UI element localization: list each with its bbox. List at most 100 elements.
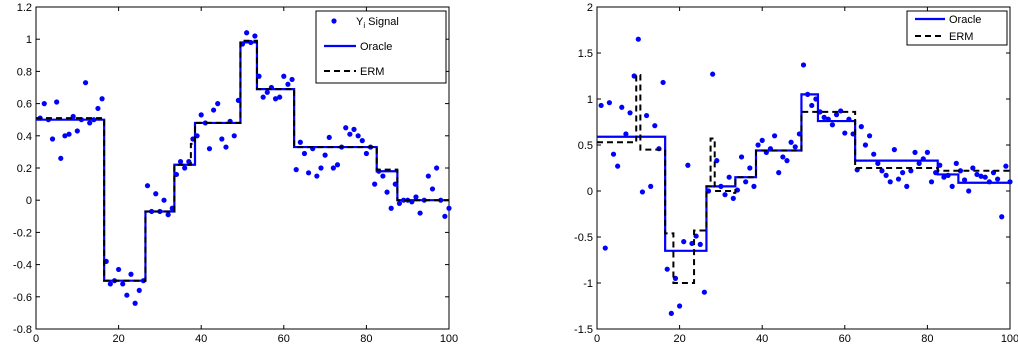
y-tick-label: -0.2 (13, 227, 32, 239)
data-point (136, 287, 142, 293)
y-tick-label: -0.8 (13, 324, 32, 336)
data-point (660, 79, 666, 86)
data-point (66, 131, 72, 137)
data-point (351, 126, 357, 132)
data-point (879, 168, 885, 174)
data-point (210, 107, 217, 113)
data-point (710, 71, 716, 77)
data-point (685, 162, 691, 168)
legend: Oracle ERM (906, 10, 1008, 46)
data-point (206, 146, 213, 152)
chart-panel-2: 0 20 40 60 80 100 -1.5 -1 -0.5 0 0.5 1 1.5 2 Oracle ERM (574, 2, 1018, 345)
data-point (792, 144, 798, 150)
data-point (866, 133, 873, 139)
data-point (446, 205, 452, 211)
y-tick-label: 1.5 (578, 48, 593, 60)
data-point (904, 183, 910, 189)
data-point (961, 177, 968, 183)
x-tick-label: 80 (360, 333, 372, 345)
data-point (252, 33, 258, 39)
data-point (681, 239, 687, 245)
data-point (738, 154, 745, 160)
data-point (912, 149, 918, 155)
data-point (95, 105, 101, 112)
x-tick-label: 0 (594, 333, 600, 345)
data-point (677, 303, 683, 309)
data-point (966, 188, 972, 194)
data-point (610, 151, 617, 157)
data-point (425, 173, 431, 179)
data-point (941, 174, 947, 180)
data-point (223, 144, 229, 150)
data-point (949, 183, 955, 189)
data-point (809, 102, 815, 109)
y-tick-label: 1 (26, 34, 32, 46)
data-point (343, 125, 349, 131)
data-point (999, 214, 1005, 220)
data-point (928, 179, 935, 185)
y-tick-label: 0 (587, 186, 593, 198)
y-tick-label: -0.4 (13, 260, 32, 272)
data-point (953, 160, 959, 166)
data-point (396, 200, 403, 207)
data-point (602, 245, 608, 251)
data-point (87, 120, 93, 126)
x-tick-label: 60 (839, 333, 851, 345)
y-tick-label: 0.5 (578, 140, 593, 152)
y-tick-label: 1 (587, 94, 593, 106)
data-point (326, 134, 332, 141)
data-point (198, 112, 204, 118)
data-point (132, 300, 138, 306)
data-point (322, 152, 328, 158)
data-point (970, 165, 976, 171)
data-point (120, 281, 126, 287)
data-point (277, 94, 283, 100)
x-tick-label: 20 (673, 333, 685, 345)
y-tick-label: 0 (26, 195, 32, 207)
data-point (891, 147, 897, 153)
y-tick-label: 0.4 (17, 131, 32, 143)
data-point (730, 195, 736, 201)
series-line-erm (36, 39, 449, 282)
data-point (871, 151, 877, 157)
data-point (776, 170, 782, 176)
data-point (747, 165, 753, 171)
data-point (388, 205, 394, 211)
data-point (800, 62, 807, 68)
data-point (297, 139, 303, 145)
data-point (908, 168, 914, 174)
data-point (413, 194, 419, 200)
data-point (639, 189, 646, 195)
data-point (978, 173, 984, 179)
data-point (916, 160, 922, 166)
data-point (161, 197, 167, 203)
y-tick-label: -1.5 (574, 324, 593, 336)
data-point (924, 149, 931, 155)
data-point (54, 99, 60, 105)
data-point (858, 124, 864, 130)
data-point (285, 81, 291, 87)
data-point (900, 170, 906, 176)
data-point (41, 101, 47, 107)
data-point (759, 137, 765, 143)
data-point (144, 183, 151, 189)
x-tick-label: 0 (33, 333, 39, 345)
x-tick-label: 100 (1001, 333, 1018, 345)
y-tick-label: -0.5 (574, 232, 593, 244)
legend-label: Oracle (949, 14, 981, 26)
x-tick-label: 60 (278, 333, 290, 345)
y-tick-label: -0.6 (13, 292, 32, 304)
y-tick-label: 0.6 (17, 99, 32, 111)
x-tick-label: 40 (195, 333, 207, 345)
x-tick-label: 20 (112, 333, 124, 345)
legend: Yi Signal Oracle ERM (315, 10, 447, 84)
data-point (359, 138, 365, 144)
data-point (281, 73, 287, 79)
data-point (301, 150, 308, 157)
data-point (627, 110, 633, 116)
data-point (838, 108, 844, 114)
data-point (442, 213, 448, 219)
data-point (62, 133, 68, 139)
